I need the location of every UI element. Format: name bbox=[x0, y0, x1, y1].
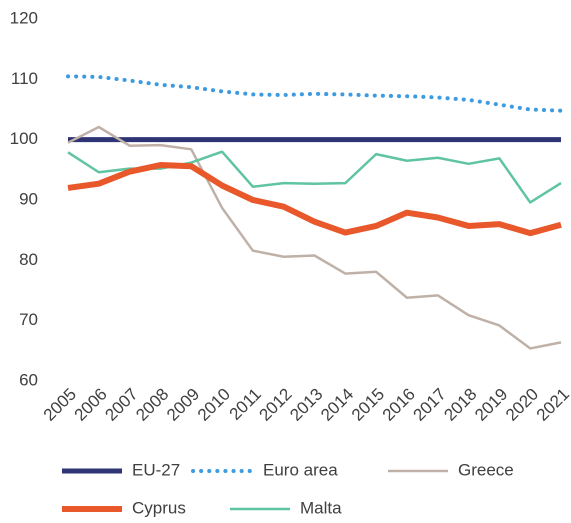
line-series bbox=[67, 162, 562, 237]
x-tick-label: 2020 bbox=[502, 385, 542, 425]
y-tick-label: 100 bbox=[10, 129, 38, 148]
x-tick-label: 2008 bbox=[132, 385, 172, 425]
x-tick-label: 2010 bbox=[194, 385, 234, 425]
line-series bbox=[67, 125, 562, 350]
line-series bbox=[66, 74, 563, 113]
line-series bbox=[67, 150, 562, 204]
x-tick-label: 2009 bbox=[163, 385, 203, 425]
x-tick-label: 2014 bbox=[317, 385, 357, 425]
x-tick-label: 2016 bbox=[379, 385, 419, 425]
x-tick-label: 2017 bbox=[410, 385, 450, 425]
x-tick-label: 2012 bbox=[256, 385, 296, 425]
legend-label: Euro area bbox=[263, 460, 338, 479]
x-tick-label: 2005 bbox=[40, 385, 80, 425]
x-tick-label: 2011 bbox=[226, 385, 265, 424]
y-tick-label: 60 bbox=[19, 370, 38, 389]
legend-label: EU-27 bbox=[132, 460, 180, 479]
x-tick-label: 2013 bbox=[286, 385, 326, 425]
x-tick-label: 2007 bbox=[101, 385, 141, 425]
legend-label: Cyprus bbox=[132, 498, 186, 517]
y-tick-label: 90 bbox=[19, 189, 38, 208]
y-tick-label: 80 bbox=[19, 250, 38, 269]
legend-label: Greece bbox=[458, 460, 514, 479]
x-tick-label: 2021 bbox=[533, 385, 571, 425]
y-tick-label: 110 bbox=[11, 69, 38, 88]
legend-label: Malta bbox=[300, 498, 342, 517]
x-tick-label: 2015 bbox=[348, 385, 388, 425]
y-tick-label: 70 bbox=[19, 310, 38, 329]
x-tick-label: 2019 bbox=[471, 385, 511, 425]
x-tick-label: 2006 bbox=[71, 385, 111, 425]
y-tick-label: 120 bbox=[10, 8, 38, 27]
x-tick-label: 2018 bbox=[440, 385, 480, 425]
